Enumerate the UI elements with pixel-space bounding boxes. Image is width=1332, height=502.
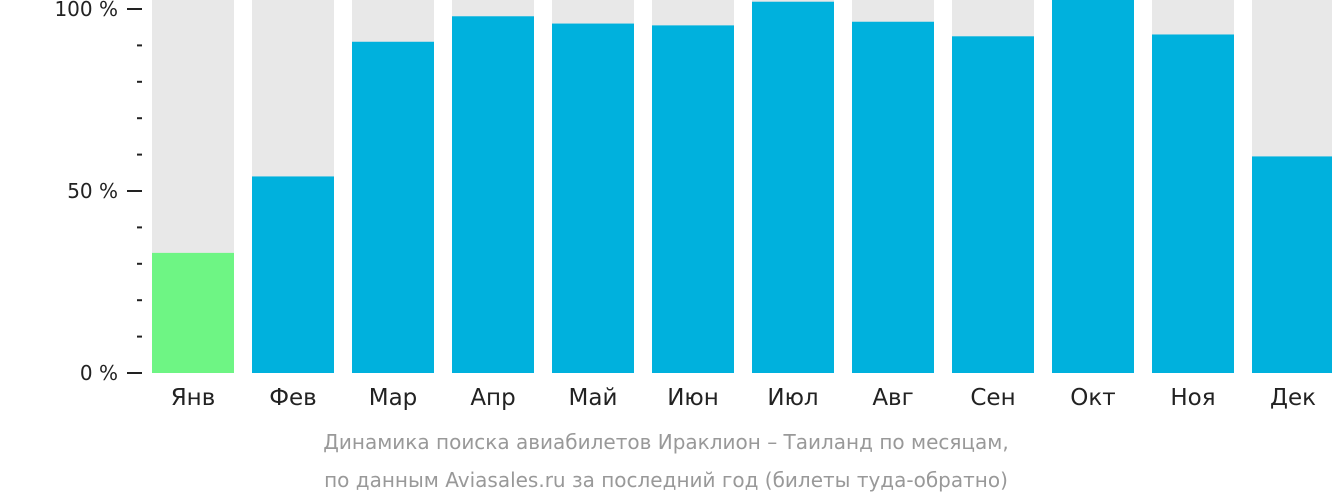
bar-4 [452,16,534,374]
x-tick-label-2: Фев [269,385,317,411]
x-tick-label-11: Ноя [1170,385,1215,411]
x-tick-label-5: Май [569,385,618,411]
x-tick-label-4: Апр [470,385,515,411]
bar-11 [1152,34,1234,373]
bar-9 [952,36,1034,374]
x-axis-labels: Янв Фев Мар Апр Май Июн Июл Авг Сен Окт Ноя Дек [171,385,1316,411]
x-tick-label-9: Сен [970,385,1015,411]
bar-1 [152,252,234,373]
y-tick-label-2: 50 % [67,179,118,203]
y-tick-label-1: 0 % [80,361,118,385]
x-tick-label-3: Мар [369,385,418,411]
bar-8 [852,21,934,374]
x-tick-label-1: Янв [171,385,216,411]
x-tick-label-8: Авг [872,385,913,411]
bar-10 [1052,0,1134,373]
bar-2 [252,176,334,373]
chart-caption-line-2: по данным Aviasales.ru за последний год … [324,468,1008,492]
bar-7 [752,1,834,373]
x-tick-label-6: Июн [667,385,719,411]
bar-5 [552,23,634,374]
chart-caption-line-1: Динамика поиска авиабилетов Ираклион – Т… [323,430,1009,454]
y-axis: 0 % 50 % 100 % [54,0,142,385]
y-tick-label-3: 100 % [54,0,118,21]
data-bars [152,0,1332,374]
bar-3 [352,41,434,373]
x-tick-label-7: Июл [767,385,818,411]
bar-12 [1252,156,1332,373]
bar-6 [652,25,734,373]
x-tick-label-12: Дек [1270,385,1316,411]
x-tick-label-10: Окт [1070,385,1115,411]
